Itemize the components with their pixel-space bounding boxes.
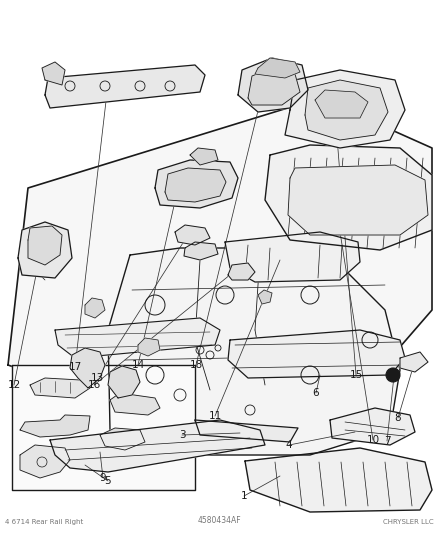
Polygon shape (190, 148, 218, 165)
Text: 9: 9 (99, 473, 106, 483)
Text: CHRYSLER LLC: CHRYSLER LLC (382, 519, 433, 525)
Polygon shape (138, 338, 159, 356)
Polygon shape (227, 330, 404, 378)
Polygon shape (254, 58, 299, 78)
Polygon shape (314, 90, 367, 118)
Circle shape (385, 368, 399, 382)
Text: 12: 12 (7, 380, 21, 390)
Text: 1: 1 (240, 491, 247, 501)
Text: 17: 17 (68, 362, 81, 372)
Polygon shape (45, 65, 205, 108)
Polygon shape (108, 248, 399, 455)
Polygon shape (165, 168, 226, 202)
Text: 6: 6 (312, 388, 318, 398)
Polygon shape (184, 242, 218, 260)
Text: 14: 14 (131, 360, 144, 370)
Text: 5: 5 (104, 476, 111, 486)
Text: 8: 8 (394, 413, 400, 423)
Text: 4580434AF: 4580434AF (197, 516, 240, 525)
Polygon shape (329, 408, 414, 445)
Polygon shape (110, 393, 159, 415)
Polygon shape (227, 263, 254, 280)
Polygon shape (42, 62, 65, 85)
Text: 13: 13 (90, 373, 103, 383)
Polygon shape (20, 415, 90, 437)
Polygon shape (28, 226, 62, 265)
Polygon shape (304, 80, 387, 140)
Polygon shape (244, 448, 431, 512)
Polygon shape (155, 160, 237, 208)
Polygon shape (175, 225, 209, 245)
Text: 3: 3 (178, 430, 185, 440)
Polygon shape (55, 318, 219, 358)
Polygon shape (12, 365, 194, 490)
Text: 15: 15 (349, 370, 362, 380)
Polygon shape (284, 70, 404, 148)
Polygon shape (287, 165, 427, 235)
Polygon shape (399, 352, 427, 372)
Polygon shape (247, 68, 299, 105)
Polygon shape (85, 298, 105, 318)
Text: 10: 10 (366, 435, 379, 445)
Text: 18: 18 (189, 360, 202, 370)
Polygon shape (50, 420, 265, 472)
Text: 4 6714 Rear Rail Right: 4 6714 Rear Rail Right (5, 519, 83, 525)
Polygon shape (18, 222, 72, 278)
Polygon shape (30, 378, 90, 398)
Polygon shape (100, 428, 145, 450)
Text: 4: 4 (285, 440, 292, 450)
Text: 11: 11 (208, 411, 221, 421)
Text: 16: 16 (87, 380, 100, 390)
Text: 7: 7 (383, 436, 389, 446)
Polygon shape (108, 366, 140, 398)
Polygon shape (265, 145, 431, 250)
Polygon shape (237, 58, 307, 112)
Polygon shape (20, 445, 70, 478)
Polygon shape (8, 98, 431, 440)
Polygon shape (194, 420, 297, 442)
Polygon shape (70, 348, 105, 388)
Polygon shape (225, 232, 359, 282)
Polygon shape (258, 290, 272, 304)
